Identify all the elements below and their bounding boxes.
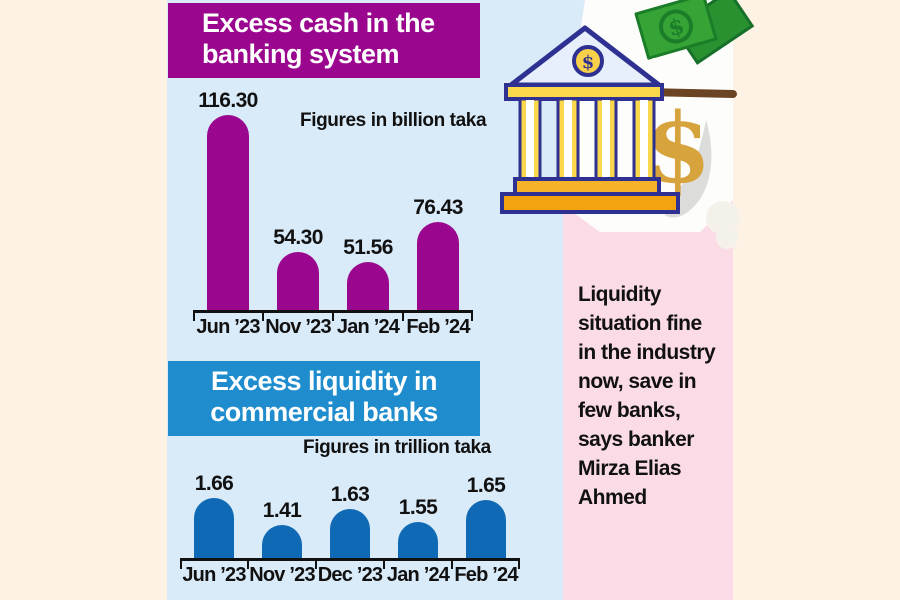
axis-tick bbox=[315, 561, 317, 569]
bar bbox=[277, 252, 319, 310]
chart1-title-line2: banking system bbox=[202, 39, 400, 69]
svg-text:$: $ bbox=[665, 13, 687, 42]
axis-tick bbox=[471, 313, 473, 321]
x-axis-label: Feb ’24 bbox=[406, 316, 470, 338]
chart-segment: 116.30 bbox=[193, 89, 263, 310]
chart-segment: 51.56 bbox=[333, 236, 403, 310]
bar bbox=[207, 115, 249, 310]
x-axis-label: Jan ’24 bbox=[386, 564, 450, 586]
x-axis-label: Nov ’23 bbox=[265, 316, 331, 338]
chart-segment: 1.65 bbox=[452, 474, 520, 558]
axis-tick bbox=[193, 313, 195, 321]
chart1-title-line1: Excess cash in the bbox=[202, 8, 435, 38]
bar-value-label: 76.43 bbox=[413, 196, 463, 219]
chart2-excess-liquidity: 1.66 1.41 1.63 1.55 1.65 Jun ’23 Nov ’23 Dec ’… bbox=[180, 468, 520, 587]
axis-tick bbox=[518, 561, 520, 569]
chart2-title: Excess liquidity in commercial banks bbox=[168, 361, 480, 436]
bar-value-label: 1.55 bbox=[398, 496, 438, 519]
x-axis-label: Jan ’24 bbox=[336, 316, 400, 338]
axis-tick bbox=[180, 561, 182, 569]
bar bbox=[466, 500, 506, 558]
chart2-units-note: Figures in trillion taka bbox=[303, 437, 491, 458]
chart2-title-line1: Excess liquidity in bbox=[210, 366, 438, 396]
bar bbox=[417, 222, 459, 310]
chart2-title-line2: commercial banks bbox=[210, 397, 438, 427]
bars-area: 116.30 54.30 51.56 76.43 bbox=[193, 89, 473, 310]
bar-value-label: 54.30 bbox=[273, 226, 323, 249]
x-axis-label: Nov ’23 bbox=[249, 564, 315, 586]
bar-value-label: 116.30 bbox=[198, 89, 258, 112]
chart1-units-note: Figures in billion taka bbox=[300, 110, 487, 131]
bank-icon: $ bbox=[500, 25, 680, 214]
bar-value-label: 1.65 bbox=[466, 474, 506, 497]
x-axis: Jun ’23 Nov ’23 Jan ’24 Feb ’24 bbox=[193, 310, 473, 339]
bar bbox=[262, 525, 302, 558]
bar-value-label: 1.63 bbox=[330, 483, 370, 506]
chart-segment: 1.66 bbox=[180, 472, 248, 558]
chart-segment: 76.43 bbox=[403, 196, 473, 310]
chart-segment: 1.41 bbox=[248, 499, 316, 558]
bar bbox=[194, 498, 234, 558]
axis-tick bbox=[451, 561, 453, 569]
x-axis-label: Jun ’23 bbox=[182, 564, 246, 586]
svg-text:$: $ bbox=[582, 52, 595, 73]
quote-text: Liquidity situation fine in the industry… bbox=[578, 283, 716, 509]
chart1-title: Excess cash in the banking system bbox=[168, 3, 480, 78]
chart1-excess-cash: 116.30 54.30 51.56 76.43 Jun ’23 Nov ’23 Jan … bbox=[193, 89, 473, 339]
x-axis-label: Jun ’23 bbox=[196, 316, 260, 338]
bars-area: 1.66 1.41 1.63 1.55 1.65 bbox=[180, 468, 520, 558]
bar bbox=[347, 262, 389, 310]
axis-tick bbox=[247, 561, 249, 569]
cash-notes-icon: $ bbox=[634, 0, 755, 65]
bar bbox=[330, 509, 370, 558]
chart-segment: 1.63 bbox=[316, 483, 384, 558]
bar-value-label: 1.66 bbox=[194, 472, 234, 495]
x-axis: Jun ’23 Nov ’23 Dec ’23 Jan ’24 Feb ’24 bbox=[180, 558, 520, 587]
bar-value-label: 51.56 bbox=[343, 236, 393, 259]
x-axis-label: Feb ’24 bbox=[454, 564, 518, 586]
axis-tick bbox=[332, 313, 334, 321]
bank-money-illustration: $ $ $ bbox=[500, 0, 755, 249]
axis-tick bbox=[383, 561, 385, 569]
chart-segment: 54.30 bbox=[263, 226, 333, 310]
bar bbox=[398, 522, 438, 558]
x-axis-label: Dec ’23 bbox=[317, 564, 383, 586]
axis-tick bbox=[402, 313, 404, 321]
axis-tick bbox=[262, 313, 264, 321]
chart-segment: 1.55 bbox=[384, 496, 452, 558]
bar-value-label: 1.41 bbox=[262, 499, 302, 522]
